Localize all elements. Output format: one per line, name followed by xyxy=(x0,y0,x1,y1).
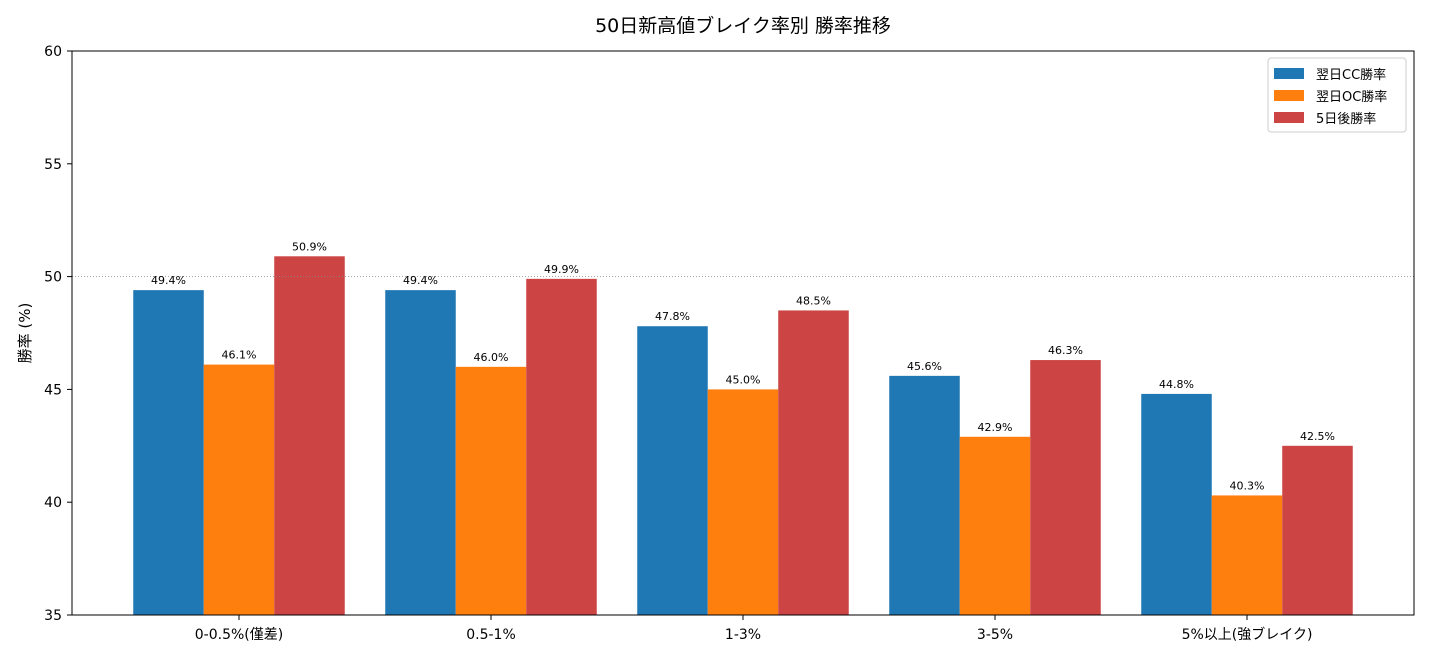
value-labels-layer: 49.4% 46.1% 50.9% 49.4% 46.0% 49.9% 47.8% 45.0%… xyxy=(151,240,1335,492)
bar-value-label: 45.0% xyxy=(726,373,761,386)
bar-value-label: 46.1% xyxy=(222,349,257,362)
chart-title: 50日新高値ブレイク率別 勝率推移 xyxy=(595,14,891,37)
bar xyxy=(1141,393,1212,615)
x-tick-label: 3-5% xyxy=(977,627,1013,643)
y-tick-label: 45 xyxy=(44,382,62,398)
bar-value-label: 42.9% xyxy=(978,421,1013,434)
y-tick-label: 50 xyxy=(44,270,62,286)
bar-value-label: 40.3% xyxy=(1230,479,1265,492)
x-tick-label: 0.5-1% xyxy=(466,627,516,643)
legend-swatch xyxy=(1274,112,1304,123)
y-tick-label: 40 xyxy=(44,495,62,511)
y-axis-label: 勝率 (%) xyxy=(16,303,34,364)
x-tick-label: 0-0.5%(僅差) xyxy=(195,627,283,643)
legend-label: 翌日OC勝率 xyxy=(1316,89,1387,105)
bar-value-label: 49.4% xyxy=(403,274,438,287)
axes-layer: 35 40 45 50 55 60 0-0.5%(僅差) 0.5-1% 1-3% 3-5% 5%以上… xyxy=(44,44,1415,643)
bar xyxy=(526,278,597,615)
bars-layer xyxy=(133,256,1353,615)
y-tick-label: 55 xyxy=(44,157,62,173)
bar xyxy=(959,436,1031,615)
bar xyxy=(455,366,527,615)
bar-value-label: 48.5% xyxy=(796,294,831,307)
x-tick-label: 1-3% xyxy=(725,627,761,643)
bar-value-label: 50.9% xyxy=(292,240,327,253)
bar-value-label: 47.8% xyxy=(655,310,690,323)
x-tick-label: 5%以上(強ブレイク) xyxy=(1182,626,1313,643)
bar-value-label: 45.6% xyxy=(907,360,942,373)
legend-label: 5日後勝率 xyxy=(1316,111,1376,127)
bar-value-label: 46.3% xyxy=(1048,344,1083,357)
bar-value-label: 49.4% xyxy=(151,274,186,287)
bar xyxy=(707,389,779,615)
bar-value-label: 49.9% xyxy=(544,263,579,276)
bar xyxy=(889,375,960,615)
legend-label: 翌日CC勝率 xyxy=(1316,67,1386,83)
bar xyxy=(133,290,204,615)
legend-swatch xyxy=(1274,90,1304,101)
bar xyxy=(778,310,849,615)
bar xyxy=(1030,360,1101,615)
bar xyxy=(274,256,345,615)
bar-value-label: 44.8% xyxy=(1159,378,1194,391)
bar xyxy=(637,326,708,615)
bar xyxy=(1282,445,1353,615)
bar xyxy=(385,290,456,615)
legend-swatch xyxy=(1274,68,1304,79)
bar-value-label: 46.0% xyxy=(474,351,509,364)
y-tick-label: 60 xyxy=(44,44,62,60)
bar xyxy=(203,364,275,615)
bar-value-label: 42.5% xyxy=(1300,430,1335,443)
y-tick-label: 35 xyxy=(44,608,62,624)
bar xyxy=(1211,495,1283,615)
